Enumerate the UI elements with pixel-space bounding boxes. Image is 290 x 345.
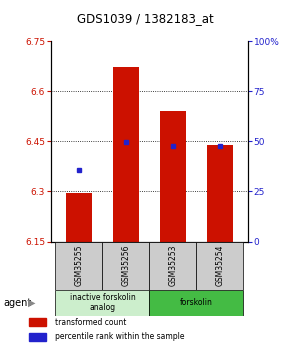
Text: GDS1039 / 1382183_at: GDS1039 / 1382183_at bbox=[77, 12, 213, 25]
Text: agent: agent bbox=[3, 298, 31, 308]
Text: ▶: ▶ bbox=[28, 298, 35, 308]
Text: GSM35255: GSM35255 bbox=[75, 245, 84, 286]
Bar bbox=[102, 241, 149, 290]
Bar bbox=[149, 290, 243, 316]
Bar bbox=[55, 290, 149, 316]
Bar bbox=[55, 241, 102, 290]
Text: GSM35256: GSM35256 bbox=[122, 245, 130, 286]
Bar bbox=[149, 241, 196, 290]
Bar bbox=[207, 145, 233, 242]
Bar bbox=[160, 111, 186, 241]
Text: inactive forskolin
analog: inactive forskolin analog bbox=[70, 293, 135, 313]
Text: percentile rank within the sample: percentile rank within the sample bbox=[55, 332, 185, 341]
Text: transformed count: transformed count bbox=[55, 318, 126, 327]
Text: GSM35253: GSM35253 bbox=[168, 245, 177, 286]
Bar bbox=[113, 67, 139, 241]
Bar bbox=[29, 318, 46, 326]
Bar bbox=[196, 241, 243, 290]
Bar bbox=[29, 333, 46, 341]
Text: forskolin: forskolin bbox=[180, 298, 213, 307]
Bar bbox=[66, 193, 92, 242]
Text: GSM35254: GSM35254 bbox=[215, 245, 224, 286]
